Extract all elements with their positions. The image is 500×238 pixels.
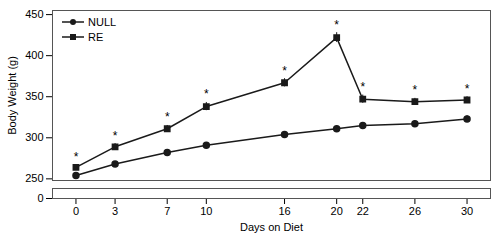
svg-text:350: 350 [25, 90, 43, 102]
svg-text:10: 10 [200, 205, 212, 217]
svg-text:*: * [204, 87, 209, 101]
svg-text:*: * [465, 82, 470, 96]
svg-text:*: * [165, 110, 170, 124]
svg-text:16: 16 [278, 205, 290, 217]
svg-text:*: * [360, 80, 365, 94]
svg-text:*: * [113, 129, 118, 143]
svg-text:*: * [282, 64, 287, 78]
svg-text:26: 26 [409, 205, 421, 217]
svg-text:400: 400 [25, 49, 43, 61]
svg-text:*: * [74, 150, 79, 164]
svg-text:20: 20 [331, 205, 343, 217]
svg-text:*: * [334, 18, 339, 32]
html-text:RE: RE [88, 30, 104, 43]
svg-text:300: 300 [25, 131, 43, 143]
svg-text:Body Weight (g): Body Weight (g) [6, 56, 18, 135]
html-text:NULL: NULL [88, 15, 117, 28]
svg-text:Days on Diet: Days on Diet [240, 221, 303, 233]
svg-text:0: 0 [73, 205, 79, 217]
svg-text:7: 7 [164, 205, 170, 217]
svg-text:0: 0 [37, 192, 43, 204]
svg-text:3: 3 [112, 205, 118, 217]
svg-text:30: 30 [461, 205, 473, 217]
svg-text:450: 450 [25, 8, 43, 20]
svg-text:250: 250 [25, 172, 43, 184]
svg-text:*: * [413, 83, 418, 97]
svg-text:22: 22 [357, 205, 369, 217]
